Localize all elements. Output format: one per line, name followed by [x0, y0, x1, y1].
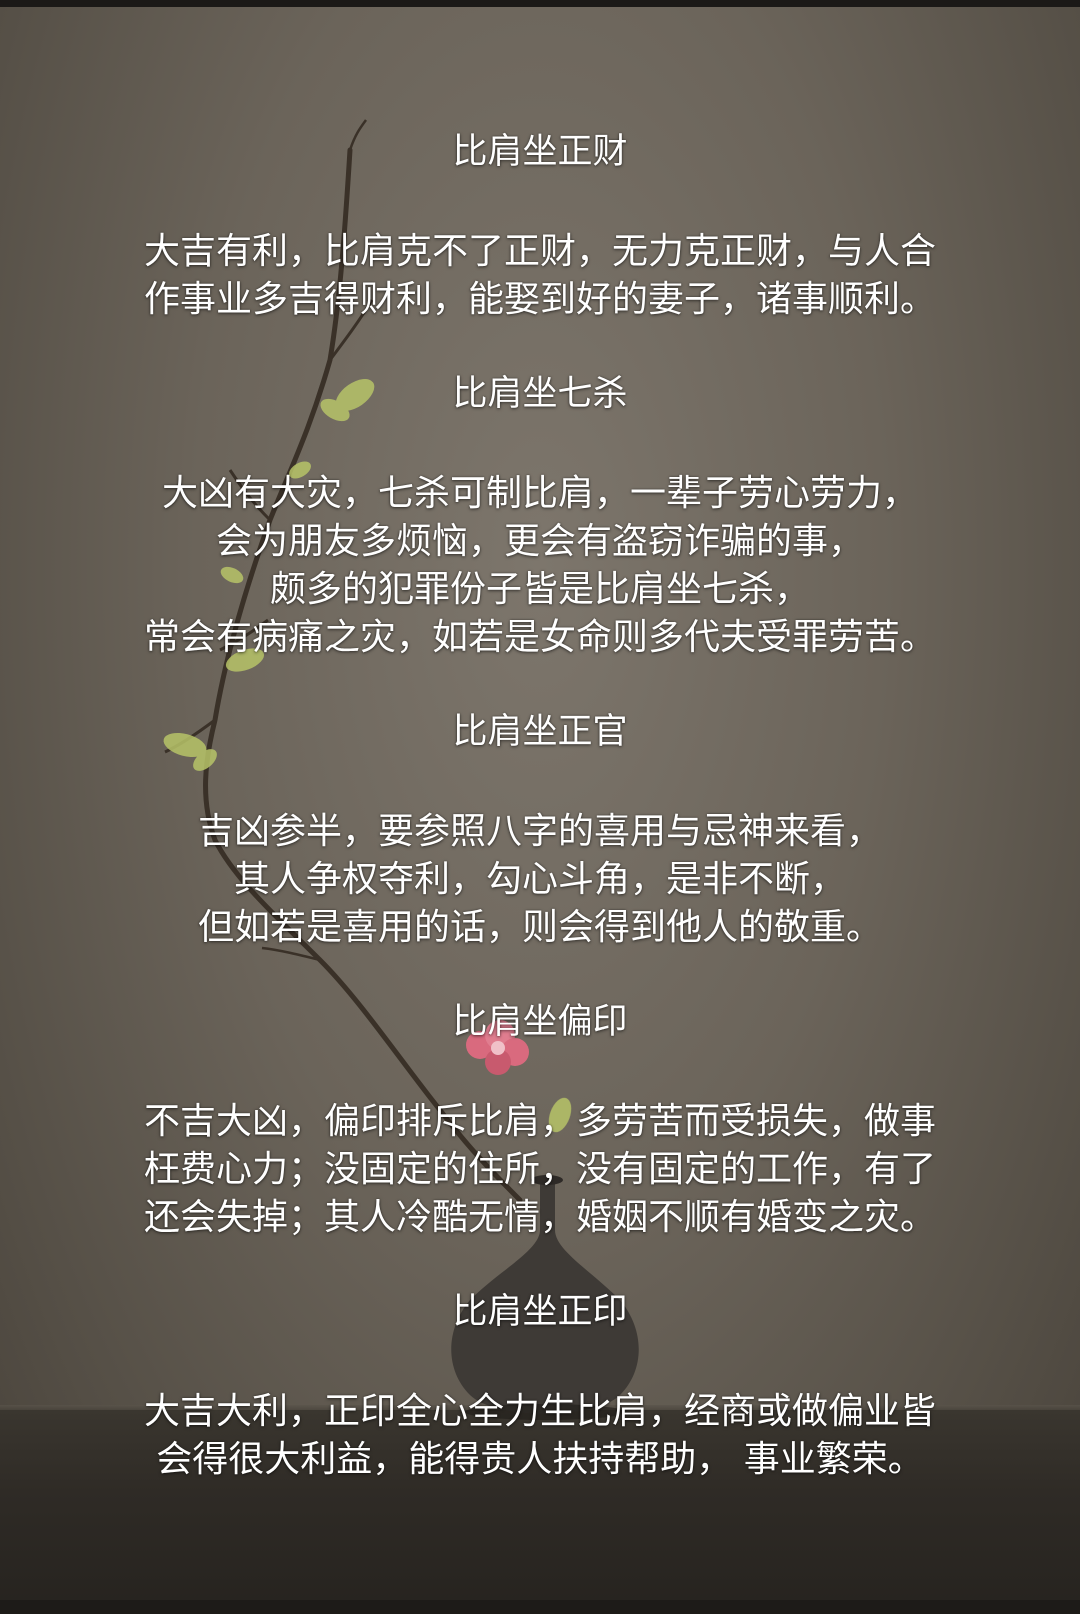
- section-line: 常会有病痛之灾，如若是女命则多代夫受罪劳苦。: [143, 617, 936, 658]
- section-bijian-zhengcai: 比肩坐正财 大吉有利，比肩克不了正财，无力克正财，与人合 作事业多吉得财利，能娶…: [70, 128, 1010, 324]
- section-gap: [70, 662, 1010, 708]
- section-line: 会得很大利益，能得贵人扶持帮助， 事业繁荣。: [156, 1439, 924, 1480]
- section-bijian-zhengguan: 比肩坐正官 吉凶参半，要参照八字的喜用与忌神来看， 其人争权夺利，勾心斗角，是非…: [70, 708, 1010, 952]
- section-line: 枉费心力；没固定的住所，没有固定的工作，有了: [143, 1149, 936, 1190]
- leaf-icon: [163, 379, 572, 1133]
- section-bijian-pianyin: 比肩坐偏印 不吉大凶，偏印排斥比肩，多劳苦而受损失，做事 枉费心力；没固定的住所…: [70, 998, 1010, 1242]
- section-line: 颇多的犯罪份子皆是比肩坐七杀，: [269, 569, 810, 610]
- section-gap: [70, 952, 1010, 998]
- table-surface: [0, 1410, 1080, 1614]
- section-line: 作事业多吉得财利，能娶到好的妻子，诸事顺利。: [143, 279, 936, 320]
- section-line: 会为朋友多烦恼，更会有盗窃诈骗的事，: [215, 521, 864, 562]
- section-line: 大凶有大灾，七杀可制比肩，一辈子劳心劳力，: [161, 473, 918, 514]
- section-line: 还会失掉；其人冷酷无情，婚姻不顺有婚变之灾。: [143, 1197, 936, 1238]
- section-title: 比肩坐正印: [452, 1292, 628, 1332]
- section-line: 吉凶参半，要参照八字的喜用与忌神来看，: [197, 811, 882, 852]
- section-line: 不吉大凶，偏印排斥比肩，多劳苦而受损失，做事: [143, 1101, 936, 1142]
- section-gap: [70, 1242, 1010, 1288]
- section-title: 比肩坐正财: [452, 132, 628, 172]
- section-bijian-zhengyin: 比肩坐正印 大吉大利，正印全心全力生比肩，经商或做偏业皆 会得很大利益，能得贵人…: [70, 1288, 1010, 1484]
- vase-icon: [451, 1175, 639, 1420]
- section-line: 但如若是喜用的话，则会得到他人的敬重。: [197, 907, 882, 948]
- section-title: 比肩坐正官: [452, 712, 628, 752]
- blossom-icon: [466, 1020, 529, 1075]
- top-bar: [0, 0, 1080, 7]
- section-title: 比肩坐偏印: [452, 1002, 628, 1042]
- bottom-bar: [0, 1600, 1080, 1614]
- text-content: 比肩坐正财 大吉有利，比肩克不了正财，无力克正财，与人合 作事业多吉得财利，能娶…: [70, 128, 1010, 1484]
- section-line: 大吉有利，比肩克不了正财，无力克正财，与人合: [143, 231, 936, 272]
- section-bijian-qisha: 比肩坐七杀 大凶有大灾，七杀可制比肩，一辈子劳心劳力， 会为朋友多烦恼，更会有盗…: [70, 370, 1010, 662]
- section-title: 比肩坐七杀: [452, 374, 628, 414]
- section-line: 大吉大利，正印全心全力生比肩，经商或做偏业皆: [143, 1391, 936, 1432]
- section-gap: [70, 324, 1010, 370]
- section-line: 其人争权夺利，勾心斗角，是非不断，: [233, 859, 846, 900]
